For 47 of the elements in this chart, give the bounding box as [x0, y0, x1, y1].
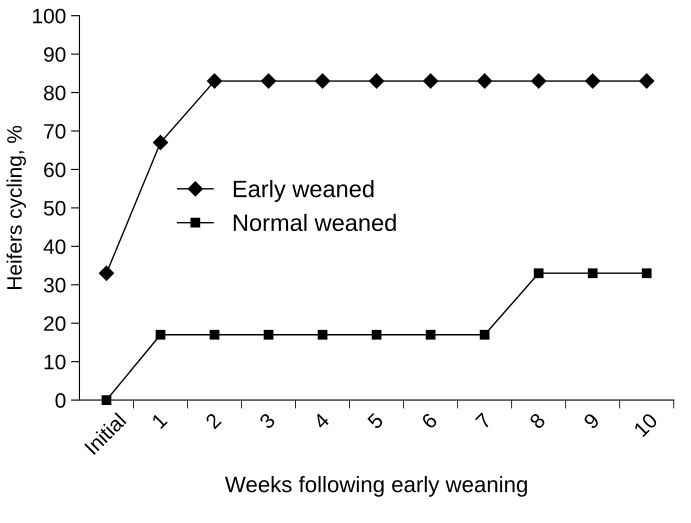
point	[98, 266, 114, 281]
x-tick-label: 10	[633, 412, 658, 438]
point	[477, 73, 492, 89]
point	[369, 73, 384, 89]
point	[642, 268, 652, 278]
point	[534, 268, 544, 278]
x-tick-label: 5	[366, 412, 384, 430]
x-tick-label: 7	[474, 412, 492, 430]
x-tick-label: 1	[151, 412, 168, 429]
point	[318, 330, 328, 340]
x-tick-label: 9	[582, 412, 600, 430]
point	[423, 73, 438, 89]
y-tick-label: 20	[44, 316, 66, 331]
y-tick-label: 0	[56, 393, 66, 408]
y-tick-label: 70	[44, 124, 66, 139]
legend-label: Normal weaned	[234, 214, 396, 232]
y-tick-label: 90	[44, 47, 66, 62]
legend-label: Early weaned	[234, 180, 374, 202]
point	[206, 73, 222, 89]
point	[260, 73, 276, 89]
point	[585, 73, 600, 89]
point	[210, 330, 220, 340]
y-tick-label: 40	[44, 239, 66, 254]
point	[639, 73, 654, 89]
y-tick-label: 100	[33, 8, 66, 24]
y-tick-label: 10	[44, 354, 66, 370]
point	[480, 330, 490, 340]
x-tick-label: 8	[528, 412, 546, 430]
point	[156, 330, 166, 340]
y-tick-label: 30	[44, 278, 66, 293]
x-tick-label: 3	[258, 412, 276, 430]
point	[531, 73, 546, 89]
x-tick-label: 2	[204, 412, 222, 430]
y-tick-label: 80	[44, 86, 66, 100]
point	[264, 330, 274, 340]
x-tick-label: 4	[312, 412, 330, 430]
y-tick-label: 60	[44, 162, 66, 178]
point	[315, 73, 330, 89]
x-tick-label: 6	[420, 412, 438, 430]
y-axis-title: Heifers cycling, %	[6, 126, 26, 289]
point	[102, 395, 112, 405]
point	[426, 330, 436, 340]
point	[372, 330, 382, 340]
point	[152, 134, 168, 150]
point	[588, 268, 598, 278]
x-axis-title: Weeks following early weaning	[224, 476, 527, 497]
y-tick-label: 50	[44, 200, 66, 216]
